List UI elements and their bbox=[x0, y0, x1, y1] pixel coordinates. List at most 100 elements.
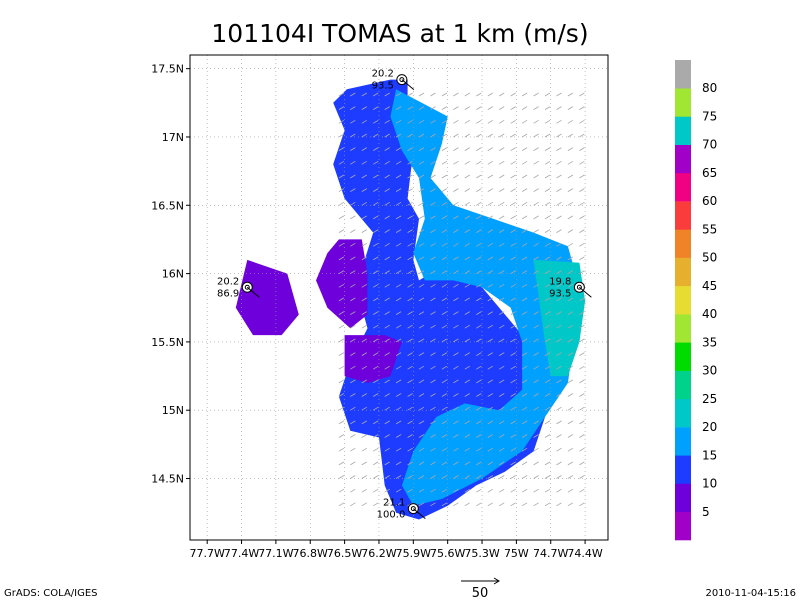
wind-arrow-253 bbox=[453, 352, 459, 356]
y-tick-label-4: 16N bbox=[162, 268, 184, 281]
wind-arrow-593 bbox=[567, 147, 574, 151]
wind-arrow-211 bbox=[476, 379, 482, 384]
wind-arrow-62 bbox=[533, 475, 539, 479]
wind-arrow-648 bbox=[441, 106, 448, 110]
wind-arrow-193 bbox=[521, 393, 528, 397]
wind-arrow-31 bbox=[430, 488, 436, 493]
wind-arrow-656 bbox=[533, 106, 539, 110]
footer-right: 2010-11-04-15:16 bbox=[705, 588, 796, 599]
wind-arrow-256 bbox=[487, 352, 494, 356]
wind-arrow-475 bbox=[476, 215, 482, 220]
wind-arrow-347 bbox=[521, 297, 528, 302]
wind-arrow-303 bbox=[521, 324, 528, 329]
wind-arrow-269 bbox=[384, 338, 390, 343]
wind-arrow-189 bbox=[476, 393, 482, 397]
wind-arrow-262 bbox=[556, 352, 562, 356]
wind-arrow-345 bbox=[498, 297, 505, 302]
wind-arrow-564 bbox=[487, 160, 494, 165]
wind-arrow-383 bbox=[430, 270, 436, 274]
wind-arrow-659 bbox=[567, 106, 574, 110]
wind-arrow-251 bbox=[430, 352, 436, 356]
chart-title: 101104I TOMAS at 1 km (m/s) bbox=[211, 19, 588, 48]
wind-arrow-104 bbox=[510, 447, 516, 452]
wind-arrow-259 bbox=[521, 352, 528, 356]
wind-arrow-316 bbox=[418, 311, 425, 315]
wind-arrow-515 bbox=[430, 188, 436, 192]
wind-arrow-667 bbox=[407, 92, 413, 97]
wind-arrow-432 bbox=[487, 242, 494, 247]
wind-arrow-528 bbox=[579, 188, 585, 192]
wind-arrow-210 bbox=[464, 379, 471, 384]
wind-arrow-153 bbox=[567, 420, 574, 425]
wind-arrow-286 bbox=[579, 338, 585, 343]
wind-arrow-436 bbox=[533, 242, 539, 247]
wind-arrow-58 bbox=[487, 475, 494, 479]
wind-arrow-455 bbox=[498, 229, 505, 233]
wind-arrow-315 bbox=[407, 311, 413, 315]
wind-arrow-258 bbox=[510, 352, 516, 356]
wind-arrow-610 bbox=[510, 133, 516, 138]
wind-arrow-10 bbox=[441, 502, 448, 507]
wind-arrow-344 bbox=[487, 297, 494, 302]
wind-arrow-482 bbox=[556, 215, 562, 220]
wind-arrow-526 bbox=[556, 188, 562, 192]
wind-arrow-565 bbox=[498, 160, 505, 165]
wind-arrow-522 bbox=[510, 188, 516, 192]
wind-arrow-254 bbox=[464, 352, 471, 356]
wind-arrow-68 bbox=[350, 461, 356, 466]
wind-arrow-136 bbox=[372, 420, 379, 425]
wind-arrow-650 bbox=[464, 106, 471, 110]
observation-barb-1 bbox=[401, 79, 415, 90]
wind-arrow-505 bbox=[567, 201, 574, 206]
footer-left: GrADS: COLA/IGES bbox=[4, 588, 98, 599]
wind-arrow-146 bbox=[487, 420, 494, 425]
x-tick-label-4: 76.8W bbox=[293, 547, 328, 560]
wind-arrow-66 bbox=[579, 475, 585, 479]
wind-arrow-9 bbox=[430, 502, 436, 507]
wind-arrow-585 bbox=[476, 147, 482, 151]
y-tick-label-7: 17.5N bbox=[151, 63, 184, 76]
wind-arrow-428 bbox=[441, 242, 448, 247]
wind-arrow-48 bbox=[372, 475, 379, 479]
reference-vector: 50 bbox=[461, 577, 500, 600]
wind-arrow-463 bbox=[338, 215, 345, 220]
plot-frame bbox=[189, 54, 609, 541]
wind-arrow-560 bbox=[441, 160, 448, 165]
wind-arrow-398 bbox=[350, 256, 356, 261]
wind-arrow-539 bbox=[453, 174, 459, 179]
wind-arrow-308 bbox=[579, 324, 585, 329]
wind-arrow-198 bbox=[579, 393, 585, 397]
colorbar-label-6: 30 bbox=[702, 364, 717, 378]
wind-arrow-512 bbox=[395, 188, 402, 192]
wind-arrow-103 bbox=[498, 447, 505, 452]
wind-arrow-287 bbox=[338, 324, 345, 329]
wind-arrow-34 bbox=[464, 488, 471, 493]
wind-arrow-652 bbox=[487, 106, 494, 110]
wind-arrow-360 bbox=[418, 283, 425, 288]
wind-arrow-612 bbox=[533, 133, 539, 138]
wind-arrow-327 bbox=[544, 311, 551, 315]
wind-arrow-594 bbox=[579, 147, 585, 151]
wind-arrow-661 bbox=[338, 92, 345, 97]
wind-arrow-376 bbox=[350, 270, 356, 274]
wind-arrow-33 bbox=[453, 488, 459, 493]
wind-arrow-97 bbox=[430, 447, 436, 452]
wind-arrow-285 bbox=[567, 338, 574, 343]
wind-arrow-289 bbox=[361, 324, 368, 329]
wind-arrow-476 bbox=[487, 215, 494, 220]
wind-arrow-159 bbox=[384, 406, 390, 411]
wind-arrow-473 bbox=[453, 215, 459, 220]
wind-arrow-219 bbox=[567, 379, 574, 384]
wind-arrow-377 bbox=[361, 270, 368, 274]
wind-arrow-56 bbox=[464, 475, 471, 479]
wind-arrow-295 bbox=[430, 324, 436, 329]
wind-arrow-583 bbox=[453, 147, 459, 151]
wind-arrow-581 bbox=[430, 147, 436, 151]
wind-arrow-409 bbox=[476, 256, 482, 261]
wind-arrow-662 bbox=[350, 92, 356, 97]
wind-arrow-348 bbox=[533, 297, 539, 302]
wind-arrow-317 bbox=[430, 311, 436, 315]
wind-arrow-86 bbox=[556, 461, 562, 466]
wind-arrow-416 bbox=[556, 256, 562, 261]
